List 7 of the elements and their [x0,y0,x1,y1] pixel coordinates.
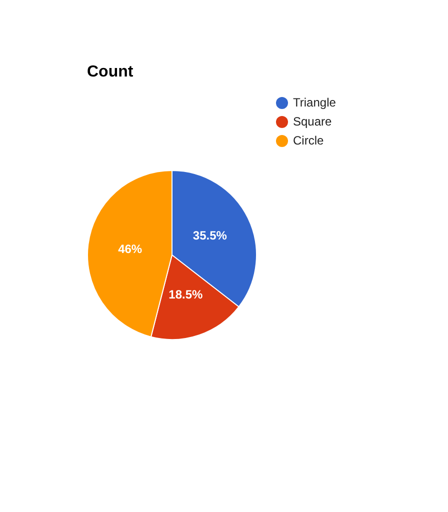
data-label: 18.5% [168,287,204,302]
legend-label: Square [293,114,332,128]
data-label: 35.5% [192,228,228,243]
data-label: 46% [118,242,142,256]
legend-label: Triangle [293,95,336,110]
legend-label: Circle [293,133,324,148]
chart-title: Count [87,63,134,80]
